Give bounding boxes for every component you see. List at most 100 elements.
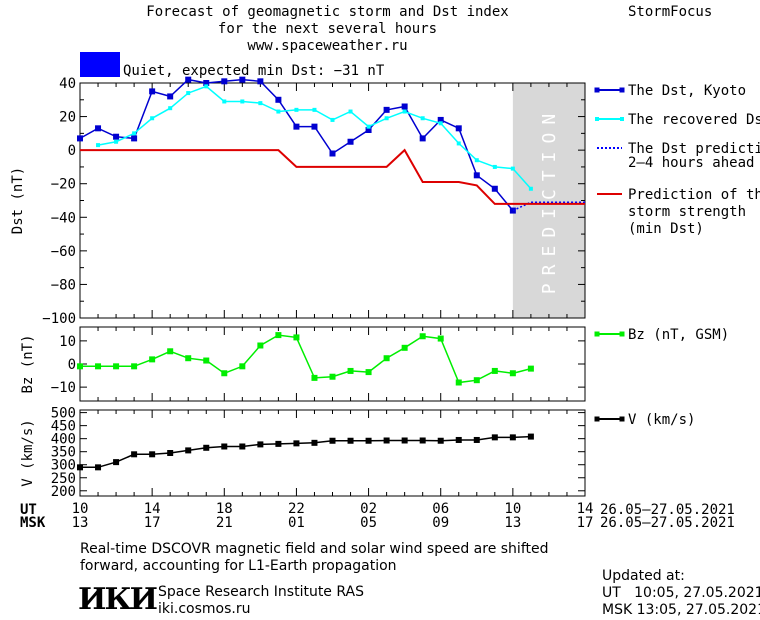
y-tick-label-v: 450	[51, 419, 76, 435]
data-point-v	[419, 437, 426, 444]
legend-marker-v	[619, 416, 625, 422]
data-point-dst-recovered	[438, 121, 443, 126]
legend-storm-label-2: storm strength	[628, 204, 747, 220]
legend-marker-dst-kyoto	[594, 87, 600, 93]
legend-marker-bz	[594, 331, 600, 337]
x-tick-label-msk: 05	[360, 515, 377, 531]
source-url[interactable]: www.spaceweather.ru	[247, 38, 408, 54]
footer-note-line2: forward, accounting for L1-Earth propaga…	[80, 558, 397, 574]
data-point-v	[95, 464, 102, 471]
data-point-v	[185, 447, 192, 454]
data-point-bz	[131, 363, 138, 370]
legend-marker-v	[594, 416, 600, 422]
footer-note-line1: Real-time DSCOVR magnetic field and sola…	[80, 541, 549, 557]
x-tick-label-ut: 18	[216, 501, 233, 517]
updated-ut: UT 10:05, 27.05.2021	[602, 585, 760, 601]
data-point-dst-kyoto	[401, 103, 408, 110]
x-tick-label-ut: 14	[144, 501, 161, 517]
prediction-band	[512, 83, 585, 318]
x-tick-label-ut: 06	[432, 501, 449, 517]
x-tick-label-ut: 02	[360, 501, 377, 517]
data-point-dst-recovered	[528, 186, 533, 191]
data-point-dst-kyoto	[149, 88, 156, 95]
data-point-bz	[401, 344, 408, 351]
data-point-v	[437, 437, 444, 444]
data-point-v	[509, 434, 516, 441]
data-point-dst-kyoto	[275, 96, 282, 103]
data-point-dst-recovered	[330, 117, 335, 122]
data-point-dst-recovered	[456, 141, 461, 146]
y-tick-label-dst: −80	[51, 277, 76, 293]
series-line-dst-recovered	[97, 85, 532, 190]
data-point-v	[113, 459, 120, 466]
data-point-dst-kyoto	[113, 133, 120, 140]
data-point-v	[365, 437, 372, 444]
status-color-swatch	[80, 52, 120, 77]
data-point-dst-recovered	[348, 109, 353, 114]
data-point-bz	[419, 333, 426, 340]
y-tick-label-v: 350	[51, 445, 76, 461]
data-point-v	[347, 437, 354, 444]
institute-name: Space Research Institute RAS	[158, 584, 364, 600]
data-point-v	[293, 440, 300, 447]
data-point-v	[221, 443, 228, 450]
data-point-dst-kyoto	[311, 123, 318, 130]
data-point-bz	[77, 363, 83, 370]
data-point-dst-kyoto	[203, 80, 210, 86]
data-point-bz	[365, 369, 372, 376]
legend-storm-label-1: Prediction of the	[628, 187, 760, 203]
y-tick-label-v: 250	[51, 471, 76, 487]
data-point-dst-kyoto	[365, 127, 372, 133]
data-point-v	[383, 437, 390, 444]
data-point-dst-recovered	[420, 116, 425, 121]
series-line-bz	[80, 334, 532, 384]
chart-subtitle: for the next several hours	[217, 21, 438, 37]
data-point-bz	[329, 373, 336, 380]
data-point-dst-recovered	[384, 116, 389, 121]
data-point-dst-kyoto	[509, 207, 516, 214]
x-tick-label-msk: 13	[72, 515, 89, 531]
legend-marker-dst-recovered	[620, 117, 624, 121]
data-point-bz	[167, 348, 174, 355]
prediction-band-label: PREDICTION	[539, 106, 560, 294]
data-point-dst-kyoto	[383, 106, 390, 113]
ut-row-label: UT	[20, 502, 37, 518]
y-tick-label-bz: 0	[68, 357, 76, 373]
legend-dst-prediction-label-1: The Dst prediction	[628, 141, 760, 157]
data-point-v	[239, 443, 246, 450]
data-point-v	[311, 439, 318, 446]
institute-site[interactable]: iki.cosmos.ru	[158, 601, 251, 617]
y-tick-label-v: 500	[51, 406, 76, 422]
data-point-bz	[239, 363, 246, 370]
legend-marker-bz	[619, 331, 625, 337]
data-point-dst-recovered	[222, 99, 227, 104]
data-point-dst-recovered	[240, 99, 245, 104]
x-tick-label-ut: 10	[504, 501, 521, 517]
y-tick-label-dst: 40	[59, 76, 76, 92]
data-point-dst-kyoto	[221, 78, 228, 85]
x-tick-label-msk: 13	[504, 515, 521, 531]
data-point-v	[401, 437, 408, 444]
msk-row-label: MSK	[20, 515, 46, 531]
data-point-dst-kyoto	[455, 125, 462, 132]
data-point-dst-kyoto	[491, 185, 498, 192]
panel-frame-v	[79, 409, 586, 497]
data-point-dst-kyoto	[239, 76, 246, 83]
legend-recovered-dst-label: The recovered Dst	[628, 112, 760, 128]
data-point-dst-kyoto	[437, 116, 444, 123]
data-point-dst-recovered	[474, 158, 479, 163]
data-point-dst-recovered	[492, 164, 497, 169]
data-point-dst-recovered	[204, 84, 209, 89]
data-point-dst-recovered	[186, 91, 191, 96]
data-point-v	[257, 441, 264, 448]
data-point-dst-recovered	[510, 166, 515, 171]
data-point-v	[455, 436, 462, 443]
data-point-v	[275, 440, 282, 447]
data-point-dst-recovered	[312, 107, 317, 112]
data-point-bz	[293, 334, 300, 341]
x-tick-label-ut: 14	[577, 501, 594, 517]
y-tick-label-bz: −10	[51, 380, 76, 396]
data-point-bz	[95, 363, 102, 370]
data-point-bz	[437, 335, 444, 342]
